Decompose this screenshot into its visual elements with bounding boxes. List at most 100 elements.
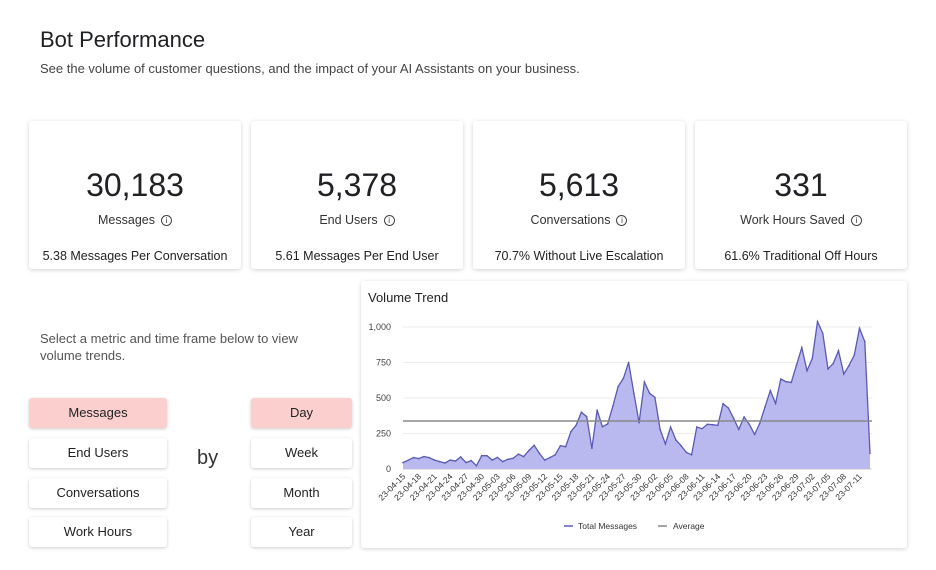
data-point bbox=[848, 364, 850, 367]
data-point bbox=[417, 457, 420, 460]
data-point bbox=[533, 444, 535, 447]
data-point bbox=[696, 426, 698, 428]
selector-prompt: Select a metric and time frame below to … bbox=[40, 331, 298, 363]
page-subtitle: See the volume of customer questions, an… bbox=[40, 61, 580, 76]
data-point bbox=[648, 392, 651, 395]
timeframe-week-button[interactable]: Week bbox=[251, 438, 352, 468]
data-point bbox=[764, 405, 766, 408]
messages-card: 30,183 Messages i 5.38 Messages Per Conve… bbox=[29, 121, 241, 269]
y-tick-label: 0 bbox=[386, 464, 391, 474]
legend-total-messages-label: Total Messages bbox=[578, 521, 637, 531]
data-point bbox=[433, 459, 436, 461]
data-point bbox=[570, 430, 572, 433]
card-subtext: 5.38 Messages Per Conversation bbox=[42, 249, 228, 263]
metric-end-users-button[interactable]: End Users bbox=[29, 438, 167, 468]
conversations-card: 5,613 Conversations i 70.7% Without Live … bbox=[473, 121, 685, 269]
card-value: 30,183 bbox=[86, 167, 184, 203]
data-point bbox=[622, 377, 625, 380]
work-hours-card: 331 Work Hours Saved i 61.6% Traditional … bbox=[695, 121, 907, 269]
volume-trend-chart-card: Volume Trend 0 250 500 750 1,000 23-04-15 23-0… bbox=[361, 281, 907, 548]
data-point bbox=[596, 409, 598, 411]
data-point bbox=[585, 415, 588, 418]
data-point bbox=[816, 320, 819, 323]
data-point bbox=[449, 459, 451, 461]
data-point bbox=[790, 381, 793, 384]
data-point bbox=[806, 369, 808, 372]
data-point bbox=[554, 454, 556, 456]
y-tick-label: 500 bbox=[376, 393, 391, 403]
data-point bbox=[549, 456, 551, 459]
data-point bbox=[486, 454, 488, 457]
data-point bbox=[759, 422, 761, 425]
y-tick-label: 1,000 bbox=[368, 322, 391, 332]
data-point bbox=[832, 362, 835, 365]
info-icon[interactable]: i bbox=[616, 215, 628, 226]
chart-title: Volume Trend bbox=[368, 290, 449, 305]
data-point bbox=[643, 381, 646, 383]
info-icon[interactable]: i bbox=[383, 215, 395, 226]
data-point bbox=[659, 428, 661, 431]
data-point bbox=[785, 380, 787, 383]
card-label: Conversations bbox=[530, 213, 611, 227]
data-point bbox=[575, 424, 577, 426]
data-point bbox=[543, 459, 546, 461]
data-point bbox=[606, 423, 609, 425]
data-point bbox=[669, 426, 672, 428]
data-point bbox=[627, 361, 630, 364]
timeframe-month-button[interactable]: Month bbox=[251, 478, 352, 508]
data-point bbox=[428, 456, 430, 459]
metric-work-hours-button[interactable]: Work Hours bbox=[29, 517, 167, 547]
card-subtext: 5.61 Messages Per End User bbox=[275, 249, 439, 263]
data-point bbox=[480, 454, 483, 457]
legend-average-label: Average bbox=[673, 521, 705, 531]
card-label: Work Hours Saved bbox=[740, 213, 845, 227]
data-point bbox=[528, 449, 530, 452]
data-point bbox=[837, 349, 840, 352]
y-tick-label: 250 bbox=[376, 429, 391, 439]
card-subtext: 70.7% Without Live Escalation bbox=[494, 249, 664, 263]
metric-conversations-button[interactable]: Conversations bbox=[29, 478, 167, 508]
card-value: 5,613 bbox=[538, 167, 620, 203]
data-point bbox=[501, 460, 504, 463]
data-point bbox=[633, 392, 635, 395]
data-point bbox=[654, 396, 656, 399]
data-point bbox=[753, 433, 756, 436]
metric-messages-button[interactable]: Messages bbox=[29, 398, 167, 428]
data-point bbox=[617, 385, 619, 388]
data-point bbox=[512, 457, 514, 460]
data-point bbox=[412, 456, 415, 459]
data-point bbox=[522, 455, 525, 458]
data-point bbox=[780, 378, 782, 380]
data-point bbox=[743, 416, 745, 418]
data-point bbox=[407, 459, 409, 461]
total-messages-line bbox=[402, 319, 871, 467]
data-point bbox=[517, 453, 520, 455]
data-point bbox=[853, 354, 856, 356]
info-icon[interactable]: i bbox=[160, 215, 172, 226]
data-point bbox=[827, 368, 829, 370]
data-point bbox=[685, 451, 688, 454]
data-point bbox=[454, 460, 457, 462]
info-icon[interactable]: i bbox=[850, 215, 862, 226]
data-point bbox=[711, 423, 714, 426]
data-point bbox=[706, 423, 709, 426]
data-point bbox=[801, 346, 803, 349]
data-point bbox=[727, 407, 730, 409]
timeframe-day-button[interactable]: Day bbox=[251, 398, 352, 428]
total-messages-area bbox=[403, 321, 870, 469]
data-point bbox=[869, 452, 871, 455]
data-point bbox=[774, 402, 777, 405]
timeframe-year-button[interactable]: Year bbox=[251, 517, 352, 547]
data-point bbox=[680, 444, 682, 447]
data-point bbox=[491, 459, 493, 461]
card-label: Messages bbox=[98, 213, 155, 227]
data-point bbox=[580, 411, 583, 413]
data-point bbox=[591, 447, 593, 450]
data-point bbox=[843, 373, 845, 375]
data-point bbox=[717, 424, 719, 427]
data-point bbox=[822, 332, 824, 335]
data-point bbox=[538, 452, 541, 455]
data-point bbox=[738, 428, 740, 431]
by-label: by bbox=[197, 447, 219, 469]
data-point bbox=[675, 439, 677, 441]
